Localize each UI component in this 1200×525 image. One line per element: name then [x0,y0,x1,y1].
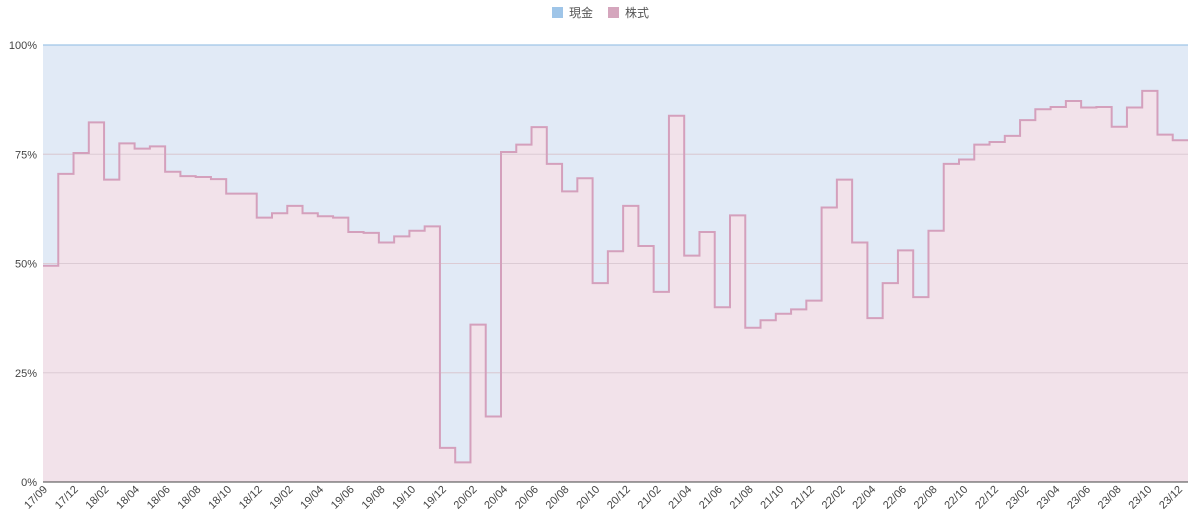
x-tick-label: 18/02 [84,484,112,512]
x-tick-label: 19/02 [268,484,296,512]
y-tick-label: 0% [21,477,37,489]
x-tick-label: 19/10 [390,484,418,512]
x-tick-label: 20/02 [452,484,480,512]
x-tick-label: 21/04 [666,484,694,512]
x-tick-label: 21/06 [697,484,725,512]
y-tick-label: 25% [15,368,37,380]
legend-swatch-cash [552,7,563,18]
x-tick-label: 22/04 [850,484,878,512]
x-tick-label: 19/04 [298,484,326,512]
x-tick-label: 20/04 [482,484,510,512]
x-tick-label: 21/02 [636,484,664,512]
legend-label-stock: 株式 [625,5,649,20]
x-tick-label: 21/08 [728,484,756,512]
stock-area [43,90,1188,482]
x-tick-label: 21/10 [758,484,786,512]
x-tick-label: 23/04 [1034,484,1062,512]
x-tick-label: 20/08 [544,484,572,512]
x-tick-label: 18/12 [237,484,265,512]
x-tick-label: 22/10 [942,484,970,512]
y-tick-label: 75% [15,149,37,161]
y-tick-label: 100% [9,40,37,52]
x-tick-label: 23/06 [1065,484,1093,512]
x-tick-label: 23/12 [1157,484,1185,512]
x-tick-label: 20/10 [574,484,602,512]
x-tick-label: 20/12 [605,484,633,512]
x-tick-label: 20/06 [513,484,541,512]
legend-label-cash: 現金 [569,5,593,20]
x-tick-label: 22/08 [912,484,940,512]
x-tick-label: 18/06 [145,484,173,512]
x-tick-label: 19/08 [360,484,388,512]
x-tick-label: 23/10 [1126,484,1154,512]
x-tick-label: 23/02 [1004,484,1032,512]
x-tick-label: 22/02 [820,484,848,512]
stock-series-line [43,89,1188,464]
x-tick-label: 18/08 [176,484,204,512]
x-tick-label: 18/10 [206,484,234,512]
x-tick-label: 19/06 [329,484,357,512]
x-tick-label: 22/06 [881,484,909,512]
x-tick-label: 18/04 [114,484,142,512]
x-tick-label: 23/08 [1096,484,1124,512]
legend-swatch-stock [608,7,619,18]
x-tick-label: 22/12 [973,484,1001,512]
x-tick-label: 19/12 [421,484,449,512]
stock-area-layer [43,89,1188,482]
x-tick-label: 17/12 [53,484,81,512]
legend: 現金 株式 [552,5,649,20]
x-tick-label: 21/12 [789,484,817,512]
y-tick-label: 50% [15,259,37,271]
